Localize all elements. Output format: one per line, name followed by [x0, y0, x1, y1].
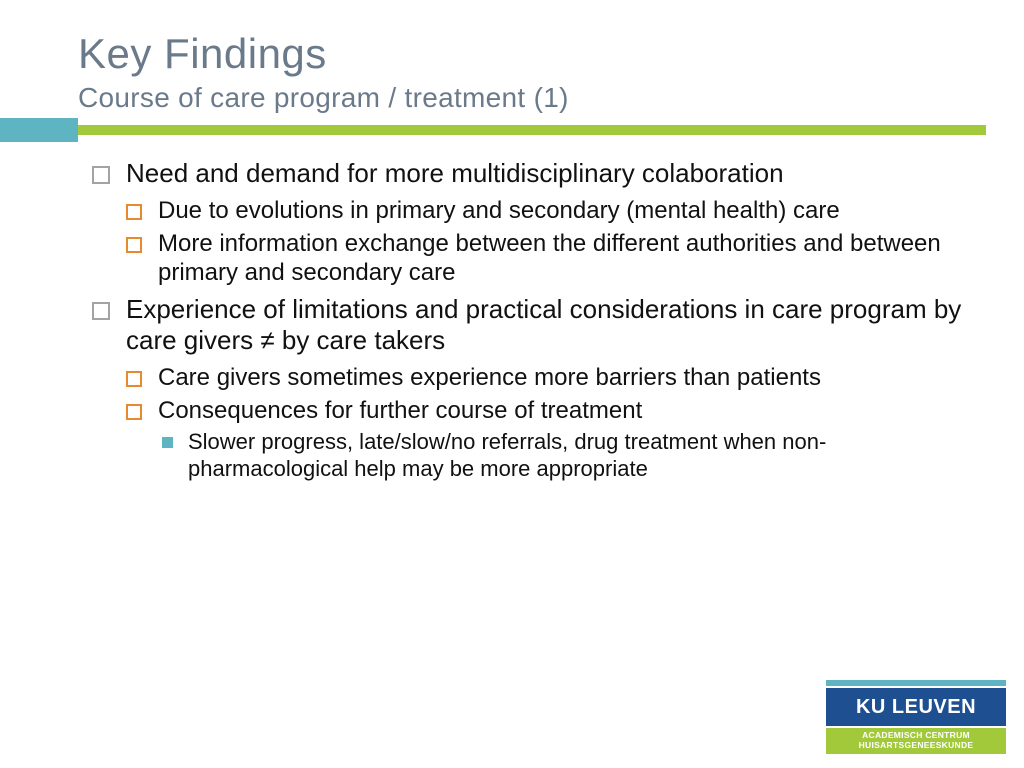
list-item-text: Care givers sometimes experience more ba… [158, 364, 821, 391]
bullet-list-sub2: Slower progress, late/slow/no referrals,… [158, 429, 964, 483]
logo-subtitle: ACADEMISCH CENTRUM HUISARTSGENEESKUNDE [826, 728, 1006, 754]
bullet-list: Need and demand for more multidisciplina… [92, 158, 964, 483]
list-item-text: Consequences for further course of treat… [158, 397, 642, 424]
logo-name: KU LEUVEN [826, 686, 1006, 728]
list-item: Care givers sometimes experience more ba… [126, 363, 964, 392]
accent-bar [0, 124, 1024, 136]
list-item-text: Experience of limitations and practical … [126, 294, 961, 356]
list-item: Due to evolutions in primary and seconda… [126, 196, 964, 225]
slide: Key Findings Course of care program / tr… [0, 0, 1024, 483]
list-item: More information exchange between the di… [126, 229, 964, 288]
list-item-text: Slower progress, late/slow/no referrals,… [188, 429, 826, 481]
list-item-text: Due to evolutions in primary and seconda… [158, 197, 840, 224]
institution-logo: KU LEUVEN ACADEMISCH CENTRUM HUISARTSGEN… [826, 680, 1006, 754]
list-item: Slower progress, late/slow/no referrals,… [158, 429, 964, 483]
slide-subtitle: Course of care program / treatment (1) [78, 82, 984, 114]
list-item: Need and demand for more multidisciplina… [92, 158, 964, 288]
bullet-list-sub: Due to evolutions in primary and seconda… [126, 196, 964, 288]
bullet-list-sub: Care givers sometimes experience more ba… [126, 363, 964, 483]
title-block: Key Findings Course of care program / tr… [0, 30, 1024, 114]
slide-title: Key Findings [78, 30, 984, 78]
list-item: Experience of limitations and practical … [92, 294, 964, 484]
accent-bar-teal [0, 118, 78, 142]
list-item-text: More information exchange between the di… [158, 230, 941, 286]
logo-sub-line: HUISARTSGENEESKUNDE [826, 741, 1006, 750]
list-item-text: Need and demand for more multidisciplina… [126, 158, 784, 188]
content-area: Need and demand for more multidisciplina… [0, 136, 1024, 483]
list-item: Consequences for further course of treat… [126, 396, 964, 483]
accent-bar-green [78, 125, 986, 135]
